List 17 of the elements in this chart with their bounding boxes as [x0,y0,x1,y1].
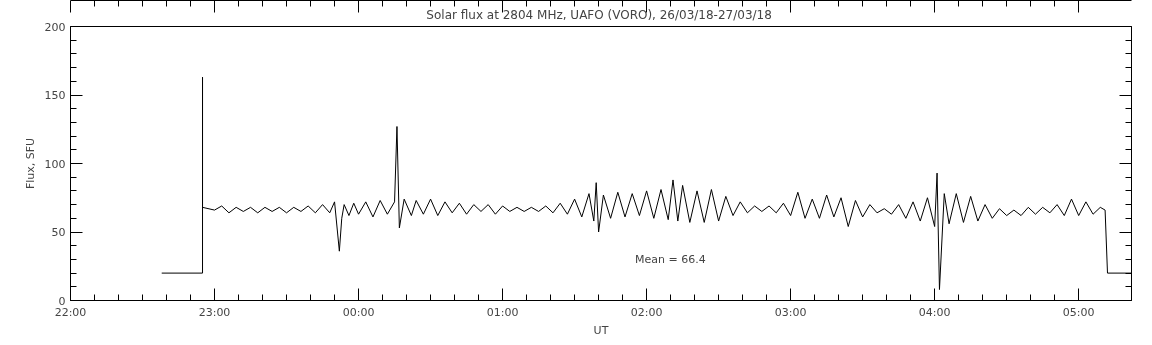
x-tick-label: 00:00 [342,305,375,319]
y-tick-label: 50 [51,226,66,239]
y-tick-label: 150 [44,89,66,102]
y-axis-title: Flux, SFU [23,137,37,190]
x-tick-label: 02:00 [630,305,663,319]
x-tick-label: 23:00 [198,305,231,319]
x-tick-label: 01:00 [486,305,519,319]
chart-title: Solar flux at 2804 MHz, UAFO (VORO), 26/03/18-27/03/18 [426,7,772,22]
x-tick-label: 04:00 [918,305,951,319]
x-tick-label: 05:00 [1062,305,1095,319]
y-tick-label: 100 [44,157,66,171]
y-tick-label: 200 [44,20,66,34]
x-axis-title: UT [593,323,609,337]
x-tick-label: 22:00 [54,305,87,319]
annotation: Mean = 66.4 [634,252,706,266]
x-tick-label: 03:00 [774,305,807,319]
y-tick-label: 0 [58,294,66,308]
